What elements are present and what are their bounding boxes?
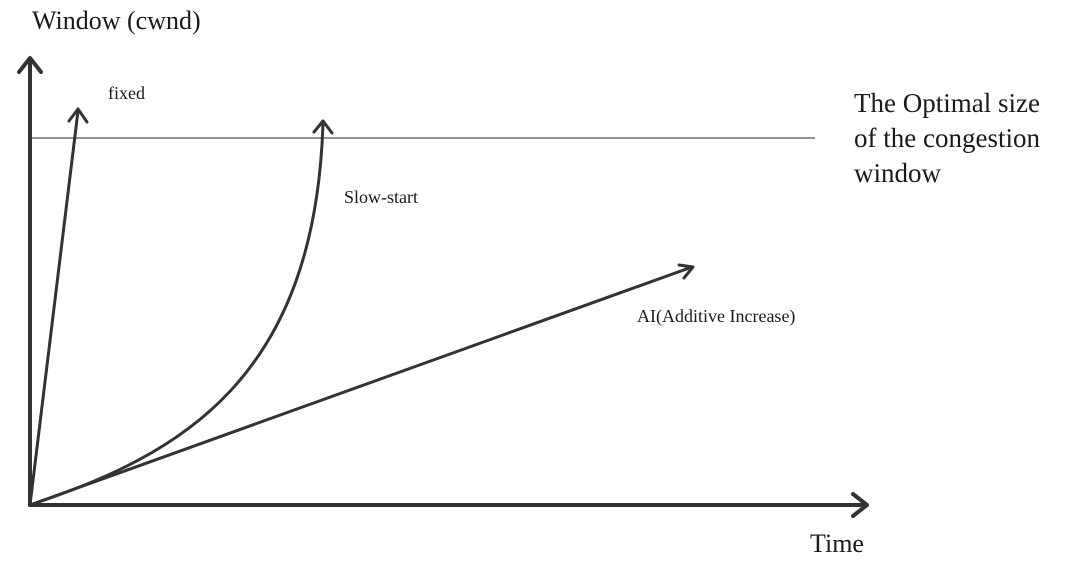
fixed-arrowhead xyxy=(67,107,89,124)
y-axis-title: Window (cwnd) xyxy=(32,6,201,35)
slow-start-label: Slow-start xyxy=(344,187,418,207)
slow-start-curve xyxy=(28,119,334,507)
additive-increase-line xyxy=(28,265,694,507)
y-axis-arrowhead xyxy=(17,56,43,74)
y-axis xyxy=(17,56,43,507)
additive-increase-curve xyxy=(28,263,695,507)
optimal-size-label: The Optimal size of the congestion windo… xyxy=(854,88,1040,188)
x-axis-title: Time xyxy=(810,529,864,558)
slow-start-path xyxy=(28,121,325,507)
fixed-curve xyxy=(28,107,89,507)
additive-increase-label: AI(Additive Increase) xyxy=(637,306,796,326)
slow-start-arrowhead xyxy=(312,119,334,135)
x-axis-arrowhead xyxy=(851,492,869,518)
fixed-line xyxy=(28,109,80,507)
fixed-label: fixed xyxy=(108,83,145,103)
x-axis xyxy=(28,492,869,518)
additive-increase-arrowhead xyxy=(677,263,695,280)
